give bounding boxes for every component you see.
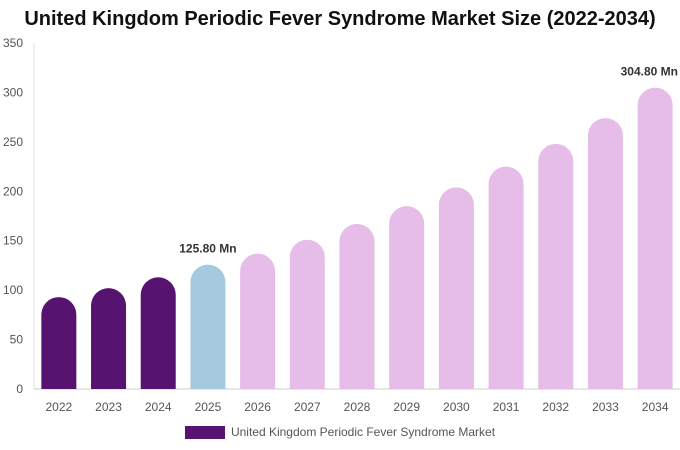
x-tick-label: 2033 [592, 400, 619, 414]
x-tick-label: 2023 [95, 400, 122, 414]
y-tick-label: 100 [3, 283, 23, 297]
bar-2030[interactable] [438, 187, 474, 389]
x-tick-label: 2026 [244, 400, 271, 414]
bar-2027[interactable] [289, 239, 325, 389]
legend-swatch [184, 425, 225, 439]
y-tick-label: 50 [10, 333, 24, 347]
x-tick-label: 2032 [542, 400, 569, 414]
bar-2023[interactable] [91, 288, 127, 389]
y-tick-label: 300 [3, 85, 23, 99]
y-tick-label: 200 [3, 184, 23, 198]
legend-label[interactable]: United Kingdom Periodic Fever Syndrome M… [230, 425, 496, 439]
y-tick-label: 150 [3, 234, 23, 248]
y-tick-label: 0 [16, 382, 23, 396]
x-tick-label: 2028 [344, 400, 371, 414]
bar-2022[interactable] [41, 297, 77, 389]
bar-2029[interactable] [389, 206, 425, 389]
x-tick-label: 2025 [195, 400, 222, 414]
x-tick-label: 2022 [45, 400, 72, 414]
x-tick-label: 2031 [493, 400, 520, 414]
bar-2032[interactable] [538, 143, 574, 389]
data-label: 125.80 Mn [179, 242, 236, 256]
bar-2031[interactable] [488, 166, 524, 389]
chart-legend: United Kingdom Periodic Fever Syndrome M… [0, 425, 680, 439]
x-tick-label: 2027 [294, 400, 321, 414]
data-label: 304.80 Mn [621, 65, 678, 79]
x-tick-label: 2034 [642, 400, 669, 414]
bar-2026[interactable] [240, 253, 276, 389]
bar-2025[interactable] [190, 264, 226, 389]
bar-2028[interactable] [339, 223, 375, 389]
y-tick-label: 350 [3, 36, 23, 50]
x-tick-label: 2024 [145, 400, 172, 414]
x-tick-label: 2029 [393, 400, 420, 414]
bar-2024[interactable] [140, 277, 176, 389]
chart-title: United Kingdom Periodic Fever Syndrome M… [24, 8, 656, 30]
bar-2033[interactable] [587, 118, 623, 390]
x-tick-label: 2030 [443, 400, 470, 414]
y-tick-label: 250 [3, 135, 23, 149]
bar-2034[interactable] [637, 87, 673, 390]
